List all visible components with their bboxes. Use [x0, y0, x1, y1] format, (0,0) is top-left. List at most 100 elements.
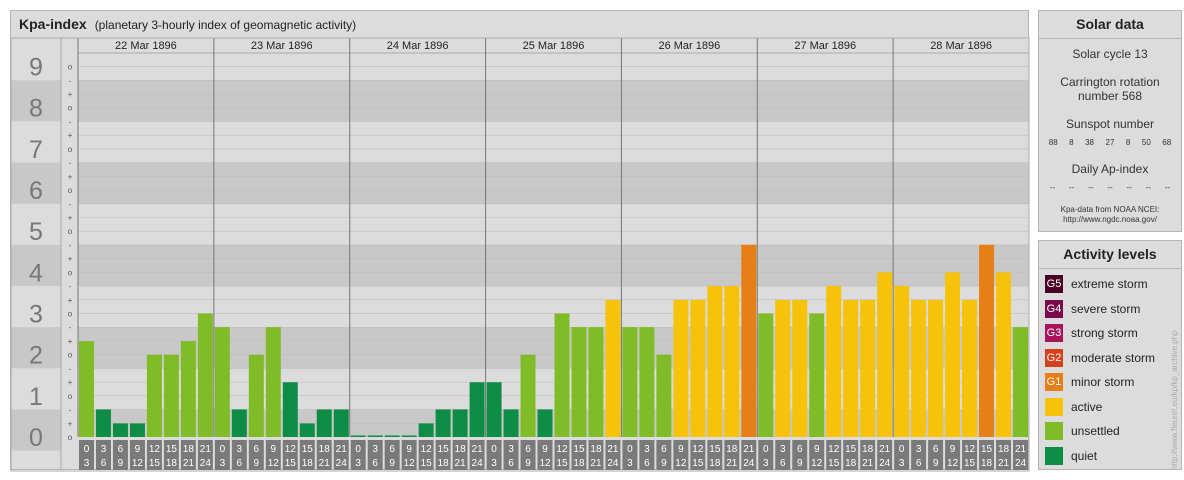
interval-start-label: 6: [118, 444, 124, 455]
y-subtick: +: [68, 255, 73, 264]
day-label: 25 Mar 1896: [523, 40, 585, 52]
y-tick-label: 8: [29, 95, 43, 123]
source-link[interactable]: http://www.ngdc.noaa.gov/: [1063, 215, 1157, 224]
interval-end-label: 21: [590, 458, 602, 469]
interval-box: [316, 440, 332, 470]
kp-bar: [894, 285, 910, 437]
sunspot-values: 88 8 38 27 8 50 68: [1039, 138, 1181, 147]
interval-start-label: 6: [661, 444, 667, 455]
interval-end-label: 15: [149, 458, 161, 469]
interval-end-label: 12: [539, 458, 551, 469]
kp-bar: [741, 244, 757, 437]
interval-box: [401, 440, 417, 470]
interval-box: [826, 440, 842, 470]
interval-start-label: 18: [319, 444, 331, 455]
kp-bar: [248, 354, 264, 437]
legend-label: moderate storm: [1071, 350, 1156, 365]
interval-end-label: 6: [916, 458, 922, 469]
interval-start-label: 15: [981, 444, 993, 455]
interval-box: [690, 440, 706, 470]
kp-band: [78, 121, 1029, 163]
legend-label: minor storm: [1071, 375, 1135, 389]
legend-swatch: G2: [1045, 348, 1063, 367]
y-subtick: -: [69, 76, 72, 85]
day-label: 26 Mar 1896: [658, 40, 720, 52]
interval-start-label: 21: [607, 444, 619, 455]
interval-start-label: 0: [763, 444, 769, 455]
interval-box: [452, 440, 468, 470]
legend-swatch: [1045, 397, 1063, 416]
interval-end-label: 12: [811, 458, 823, 469]
kp-bar: [605, 299, 621, 437]
day-header-bar: [78, 38, 1029, 53]
chart-border: [10, 37, 1030, 472]
kp-bar: [622, 327, 638, 437]
y-subtick: o: [68, 104, 73, 113]
day-label: 24 Mar 1896: [387, 40, 449, 52]
interval-box: [299, 440, 315, 470]
interval-start-label: 21: [336, 444, 348, 455]
ap-index-value: --: [1107, 183, 1113, 192]
kp-bar: [1013, 327, 1028, 437]
kp-bar: [554, 313, 570, 437]
day-label: 22 Mar 1896: [115, 40, 177, 52]
ap-index-value: --: [1069, 183, 1075, 192]
ap-index-value: --: [1164, 183, 1171, 192]
interval-end-label: 3: [899, 458, 905, 469]
interval-start-label: 9: [950, 444, 956, 455]
interval-box: [588, 440, 604, 470]
legend-item: active: [1045, 397, 1102, 417]
interval-end-label: 15: [692, 458, 704, 469]
y-subtick: +: [68, 337, 73, 346]
interval-box: [180, 440, 196, 470]
interval-start-label: 12: [149, 444, 161, 455]
interval-end-label: 6: [508, 458, 514, 469]
interval-box: [486, 440, 502, 470]
y-subtick: o: [68, 310, 73, 319]
legend-item: G1 minor storm: [1045, 372, 1134, 392]
kp-bar: [265, 327, 281, 437]
interval-box: [537, 440, 553, 470]
interval-end-label: 3: [763, 458, 769, 469]
interval-box: [622, 440, 638, 470]
kp-bar: [707, 285, 723, 437]
interval-end-label: 3: [355, 458, 361, 469]
source-line1: Kpa-data from NOAA NCEI:: [1060, 205, 1160, 214]
sunspot-value: 38: [1085, 138, 1095, 147]
interval-start-label: 6: [525, 444, 531, 455]
legend-label: unsettled: [1071, 424, 1120, 438]
interval-box: [554, 440, 570, 470]
interval-start-label: 9: [135, 444, 141, 455]
interval-start-label: 12: [692, 444, 704, 455]
interval-start-label: 9: [678, 444, 684, 455]
interval-box: [214, 440, 230, 470]
kp-bar: [945, 272, 961, 437]
watermark-url: http://www.fleuret.eu/kp/kp_archive.php: [1170, 330, 1179, 470]
legend-swatch: G5: [1045, 275, 1063, 293]
kp-bar: [435, 409, 451, 437]
kp-bar: [673, 299, 689, 437]
interval-start-label: 3: [916, 444, 922, 455]
interval-start-label: 15: [438, 444, 450, 455]
interval-start-label: 12: [421, 444, 433, 455]
interval-start-label: 6: [389, 444, 395, 455]
y-subtick: o: [68, 186, 73, 195]
ap-index-label: Daily Ap-index: [1071, 162, 1149, 176]
kp-bar: [129, 423, 145, 437]
y-subtick: +: [68, 378, 73, 387]
y-subtick: -: [69, 323, 72, 332]
y-tick-label: 4: [29, 259, 43, 287]
y-subtick: o: [68, 145, 73, 154]
y-axis-band: [11, 285, 61, 328]
interval-box: [877, 440, 893, 470]
interval-end-label: 9: [797, 458, 803, 469]
y-subtick: o: [68, 351, 73, 360]
interval-start-label: 3: [644, 444, 650, 455]
kp-bar: [163, 354, 179, 437]
interval-end-label: 24: [743, 458, 755, 469]
interval-start-label: 21: [743, 444, 755, 455]
interval-box: [775, 440, 791, 470]
kp-bar: [962, 299, 978, 437]
y-subtick: o: [68, 63, 73, 72]
solar-data-heading: Solar data: [1039, 11, 1181, 39]
